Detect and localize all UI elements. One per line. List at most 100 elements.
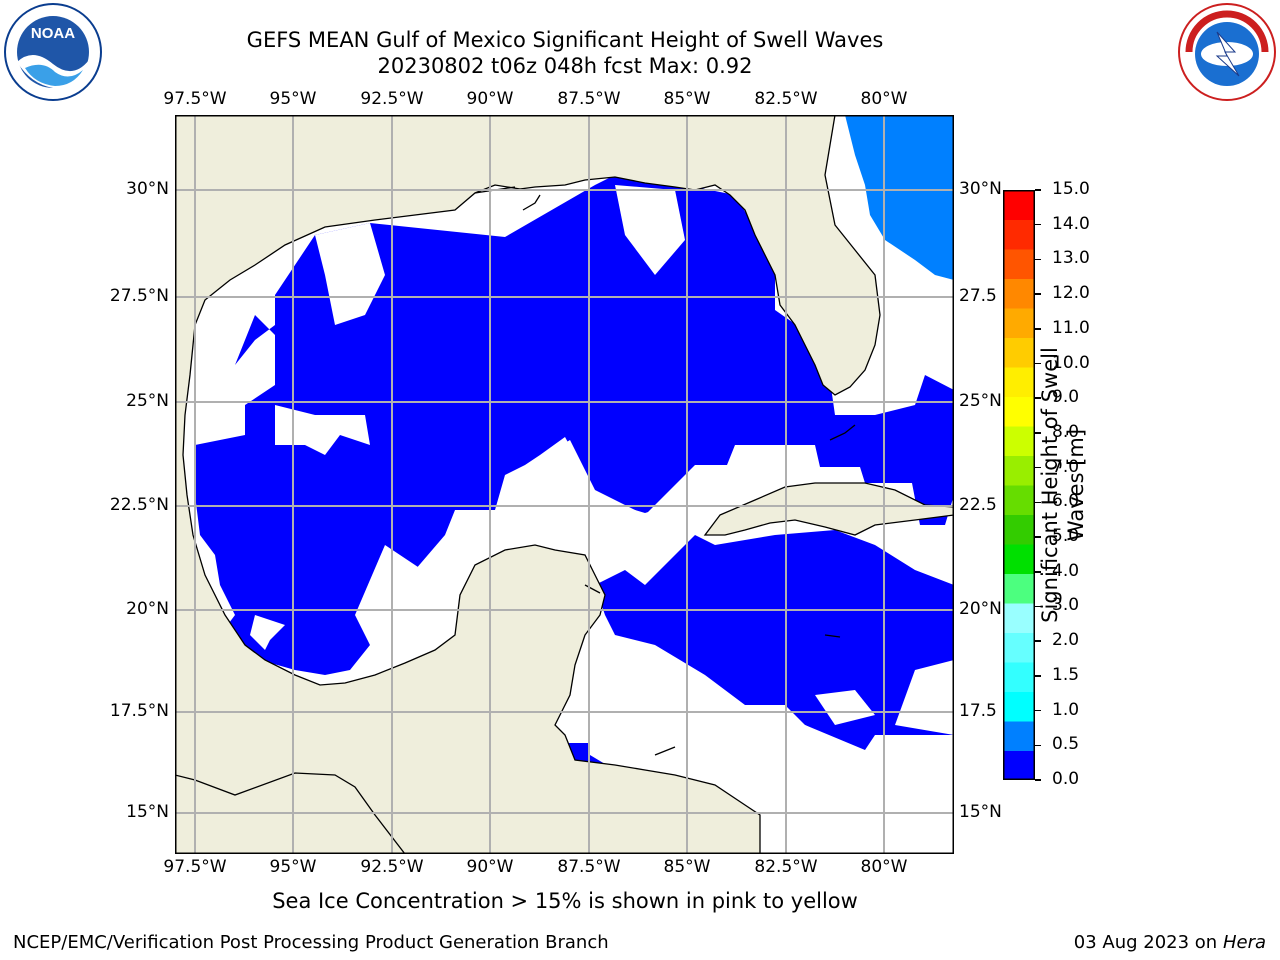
colorbar-tick-label: 2.0 [1052,630,1080,651]
colorbar-segment [1003,219,1035,250]
colorbar-label-line2: Waves [m] [1064,428,1088,542]
colorbar-segment [1003,662,1035,692]
lat-label-right: 20°N [959,599,1002,619]
colorbar-tick-label: 1.0 [1052,699,1080,720]
colorbar-tick-mark [1035,362,1041,365]
colorbar-segment [1003,750,1035,780]
colorbar-tick-mark [1035,536,1041,538]
colorbar-tick-mark [1035,293,1041,295]
lon-label-top: 87.5°W [557,89,621,109]
colorbar-tick-mark [1035,223,1041,226]
nws-logo [1177,2,1277,102]
map-border [175,115,954,854]
lon-label-bottom: 85°W [663,857,711,877]
colorbar-tick-label: 6.0 [1052,491,1080,512]
lon-label-top: 80°W [860,89,908,109]
colorbar-tick-mark [1035,709,1041,712]
colorbar-segment [1003,396,1035,427]
colorbar-segment [1003,308,1035,338]
lat-label-left: 17.5°N [109,701,169,721]
lon-label-bottom: 82.5°W [754,857,818,877]
lat-label-right: 27.5 [959,286,997,306]
colorbar-tick-label: 0.5 [1052,734,1080,755]
colorbar-tick-label: 3.0 [1052,595,1080,616]
chart-subtitle: 20230802 t06z 048h fcst Max: 0.92 [377,54,753,78]
colorbar-segment [1003,544,1035,574]
colorbar-tick-label: 4.0 [1052,560,1080,581]
colorbar-segment [1003,691,1035,722]
colorbar-tick-label: 11.0 [1052,317,1090,338]
colorbar-tick-mark [1035,189,1041,191]
colorbar-tick-label: 9.0 [1052,387,1080,408]
colorbar-segment [1003,249,1035,279]
colorbar-tick-label: 12.0 [1052,283,1090,304]
lat-label-right: 22.5 [959,495,997,515]
sea-ice-caption: Sea Ice Concentration > 15% is shown in … [272,889,858,913]
noaa-logo: NOAA [3,2,103,102]
lon-label-bottom: 80°W [860,857,908,877]
colorbar-tick-label: 0.0 [1052,769,1080,789]
lon-label-bottom: 90°W [466,857,514,877]
lon-label-top: 85°W [663,89,711,109]
lat-label-right: 25°N [959,391,1002,411]
colorbar-tick-label: 1.5 [1052,664,1080,685]
colorbar-tick-mark [1035,605,1041,608]
colorbar-label: Significant Height of Swell Waves [m] [1037,335,1089,635]
colorbar-segment [1003,603,1035,633]
lon-label-top: 92.5°W [360,89,424,109]
colorbar-tick-label: 14.0 [1052,213,1090,234]
lat-label-right: 15°N [959,802,1002,822]
lon-label-top: 82.5°W [754,89,818,109]
colorbar-segment [1003,278,1035,309]
colorbar-segment [1003,573,1035,604]
lat-label-left: 30°N [126,179,169,199]
lat-label-left: 22.5°N [109,495,169,515]
colorbar-tick-mark [1035,432,1041,434]
colorbar-tick-label: 5.0 [1052,526,1080,547]
footer-host: Hera [1222,932,1266,953]
land-masses [175,115,954,854]
colorbar-segment [1003,514,1035,545]
colorbar-segment [1003,721,1035,751]
colorbar-tick-mark [1035,571,1041,573]
colorbar [1003,190,1035,780]
lat-label-right: 30°N [959,179,1002,199]
colorbar-segment [1003,426,1035,456]
lon-label-top: 95°W [269,89,317,109]
colorbar-segment [1003,632,1035,663]
lat-label-left: 15°N [126,802,169,822]
colorbar-segment [1003,367,1035,397]
colorbar-label-line1: Significant Height of Swell [1038,347,1062,623]
footer-date: 03 Aug 2023 on Hera [1074,932,1266,953]
lat-label-left: 27.5°N [109,286,169,306]
lat-label-right: 17.5 [959,701,997,721]
lon-label-bottom: 87.5°W [557,857,621,877]
colorbar-tick-mark [1035,466,1041,469]
colorbar-border [1003,190,1035,780]
svg-text:NOAA: NOAA [31,25,75,42]
colorbar-segment [1003,190,1035,220]
lon-label-bottom: 92.5°W [360,857,424,877]
lon-label-top: 97.5°W [163,89,227,109]
colorbar-tick-mark [1035,675,1041,677]
map-plot [175,115,954,854]
colorbar-tick-mark [1035,501,1041,504]
swell-field-atlantic [845,115,954,280]
colorbar-tick-mark [1035,397,1041,399]
lat-label-left: 20°N [126,599,169,619]
colorbar-tick-label: 13.0 [1052,248,1090,269]
colorbar-tick-mark [1035,258,1041,261]
colorbar-segment [1003,485,1035,515]
colorbar-tick-label: 7.0 [1052,456,1080,477]
colorbar-segment [1003,455,1035,486]
colorbar-tick-mark [1035,328,1041,330]
colorbar-segment [1003,337,1035,368]
footer-date-text: 03 Aug 2023 on [1073,932,1218,953]
lon-label-bottom: 97.5°W [163,857,227,877]
map-grid [175,115,954,854]
chart-title: GEFS MEAN Gulf of Mexico Significant Hei… [246,28,884,52]
swell-field-caribbean [595,530,954,750]
colorbar-tick-label: 8.0 [1052,421,1080,442]
colorbar-tick-mark [1035,744,1041,747]
colorbar-tick-label: 10.0 [1052,352,1090,373]
